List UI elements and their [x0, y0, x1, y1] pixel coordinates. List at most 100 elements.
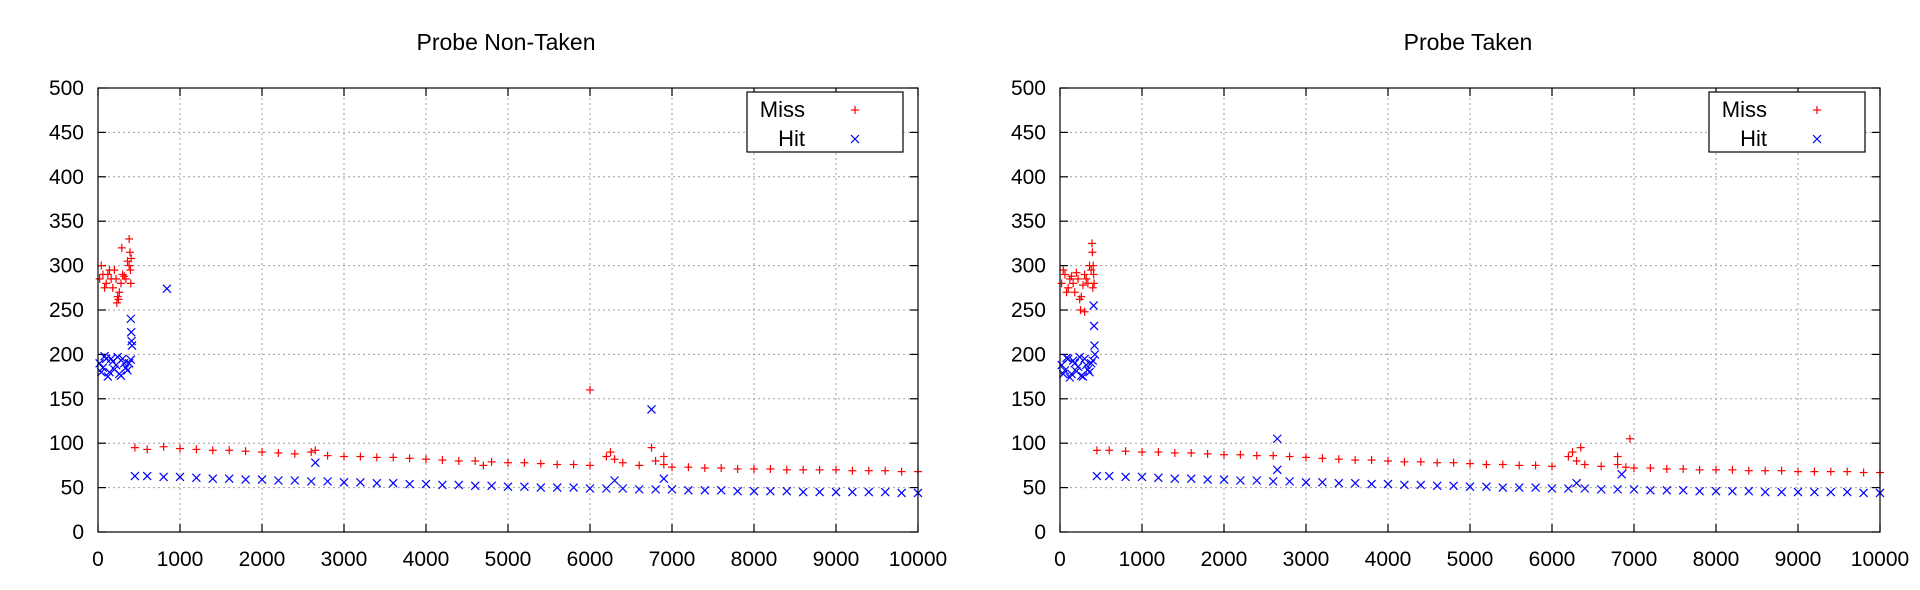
data-point — [1268, 476, 1278, 486]
data-point — [1679, 464, 1688, 473]
x-tick-label: 3000 — [1283, 548, 1330, 571]
data-point — [1138, 448, 1146, 457]
data-point — [799, 465, 808, 474]
data-point — [651, 456, 660, 465]
x-tick-label: 0 — [92, 548, 104, 571]
data-point — [126, 314, 136, 324]
data-point — [405, 454, 414, 463]
data-point — [1597, 462, 1606, 471]
y-tick-label: 0 — [72, 521, 84, 544]
y-tick-label: 200 — [1011, 343, 1046, 366]
data-point — [618, 458, 627, 467]
data-point — [454, 456, 463, 465]
data-point — [1090, 349, 1100, 359]
data-point — [1058, 369, 1068, 379]
legend-label-hit: Hit — [778, 126, 805, 151]
data-point — [635, 461, 644, 470]
data-point — [1170, 448, 1179, 457]
legend: Miss Hit — [1708, 91, 1866, 153]
data-point — [848, 466, 857, 475]
data-point — [1531, 461, 1540, 470]
data-point — [355, 477, 365, 487]
y-tick-label: 300 — [1011, 255, 1046, 278]
y-tick-label: 500 — [1011, 77, 1046, 100]
y-tick-label: 450 — [49, 121, 84, 144]
data-point — [1777, 466, 1786, 475]
data-point — [610, 476, 620, 485]
data-point — [1629, 484, 1639, 494]
data-point — [1695, 486, 1705, 496]
data-point — [1576, 443, 1585, 452]
data-point — [1613, 452, 1622, 461]
data-point — [1351, 456, 1360, 465]
x-tick-label: 5000 — [485, 548, 532, 571]
data-point — [798, 487, 808, 497]
data-point — [1065, 274, 1074, 283]
data-point — [1153, 473, 1163, 483]
data-point — [1761, 466, 1770, 475]
y-tick-label: 0 — [1034, 521, 1046, 544]
data-point — [1219, 475, 1229, 485]
series-miss — [95, 234, 922, 476]
chart-probe-taken: Probe Taken 0 50 100 150 200 250 300 350 400 450 5… — [1011, 29, 1909, 571]
data-point — [1317, 477, 1327, 487]
data-point — [1062, 288, 1071, 297]
data-point — [107, 274, 116, 283]
data-point — [143, 445, 152, 454]
data-point — [585, 484, 595, 493]
data-point — [1481, 482, 1491, 492]
data-point — [700, 464, 709, 473]
data-point — [1302, 453, 1310, 462]
data-point — [1070, 288, 1079, 297]
series-hit — [1057, 301, 1885, 498]
data-point — [684, 463, 693, 472]
data-point — [1062, 353, 1071, 363]
data-point — [1069, 279, 1078, 288]
x-tick-label: 10000 — [1851, 548, 1909, 571]
data-point — [536, 459, 545, 468]
data-point — [1482, 460, 1491, 469]
data-point — [1220, 450, 1228, 459]
data-point — [1081, 360, 1091, 370]
data-point — [118, 270, 127, 279]
x-tick-label: 4000 — [1365, 548, 1412, 571]
data-point — [1678, 485, 1688, 495]
data-point — [586, 461, 594, 470]
data-point — [667, 484, 677, 494]
data-point — [175, 472, 185, 482]
data-point — [1794, 467, 1802, 476]
data-point — [1088, 248, 1097, 257]
data-point — [117, 243, 126, 252]
data-point — [1617, 469, 1627, 479]
data-point — [487, 457, 496, 466]
y-tick-label: 50 — [1023, 477, 1046, 500]
data-point — [1082, 274, 1091, 283]
data-point — [1760, 487, 1770, 497]
data-point — [127, 341, 137, 350]
data-point — [356, 452, 365, 461]
data-point — [97, 261, 106, 270]
data-point — [471, 456, 480, 465]
x-tick-label: 8000 — [1693, 548, 1740, 571]
data-point — [1318, 454, 1327, 463]
data-point — [224, 474, 234, 484]
data-point — [1630, 464, 1638, 473]
data-point — [733, 464, 742, 473]
data-point — [1121, 472, 1131, 482]
data-point — [95, 274, 104, 283]
data-point — [123, 365, 132, 375]
data-point — [421, 479, 431, 489]
data-point — [1090, 279, 1099, 288]
data-point — [310, 458, 320, 468]
data-point — [273, 476, 283, 485]
data-point — [1285, 452, 1294, 461]
data-point — [1465, 482, 1475, 492]
data-point — [274, 448, 283, 457]
data-point — [1568, 448, 1577, 457]
chart-probe-non-taken: Probe Non-Taken 0 50 100 150 200 250 300 350 400… — [49, 29, 947, 571]
data-point — [1466, 459, 1474, 468]
data-point — [897, 488, 907, 498]
data-point — [1416, 457, 1425, 466]
data-point — [1187, 448, 1196, 457]
data-point — [1596, 484, 1606, 494]
